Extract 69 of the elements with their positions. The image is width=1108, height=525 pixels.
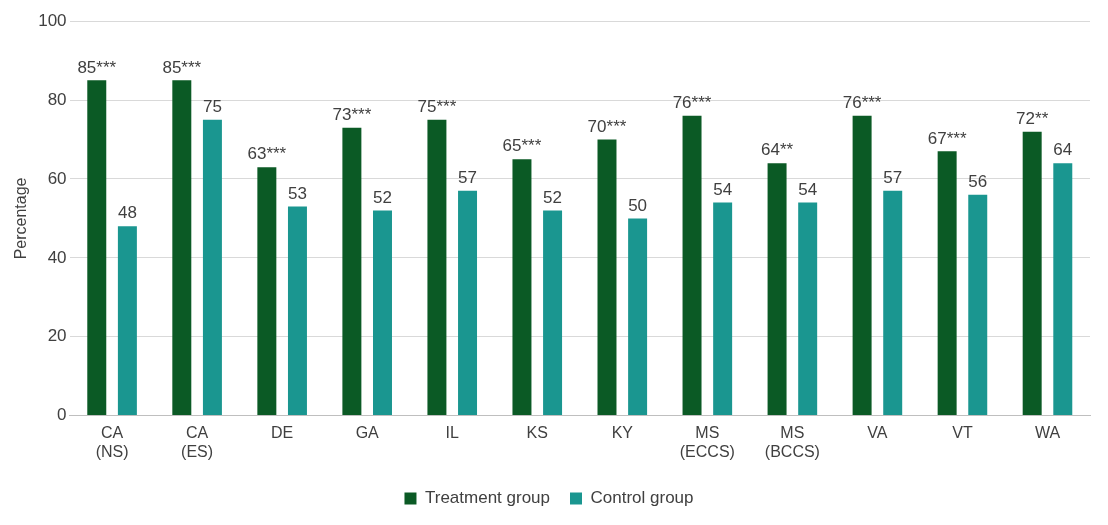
data-label: 64 bbox=[1053, 140, 1073, 160]
y-tick-label: 0 bbox=[57, 405, 67, 425]
data-label: 67*** bbox=[927, 128, 967, 148]
bar bbox=[597, 139, 617, 416]
data-label: 75*** bbox=[417, 96, 457, 116]
bar bbox=[427, 119, 447, 416]
x-tick-label: WA bbox=[1034, 423, 1061, 441]
bar bbox=[202, 119, 222, 416]
x-tick-label: GA bbox=[355, 423, 380, 441]
bar bbox=[628, 218, 648, 416]
data-label: 54 bbox=[713, 179, 733, 199]
data-label: 63*** bbox=[247, 144, 287, 164]
x-tick-label: MS (BCCS) bbox=[764, 423, 820, 460]
bar bbox=[798, 202, 818, 416]
bar bbox=[1053, 163, 1073, 416]
bar bbox=[257, 167, 277, 416]
bar bbox=[852, 115, 872, 416]
x-tick-label: DE bbox=[271, 423, 294, 441]
bar bbox=[767, 163, 787, 416]
data-label: 73*** bbox=[332, 104, 372, 124]
data-label: 70*** bbox=[587, 116, 627, 136]
data-label: 57 bbox=[458, 167, 477, 187]
data-label: 56 bbox=[968, 171, 988, 191]
bar bbox=[543, 210, 563, 416]
bar bbox=[937, 151, 957, 416]
bar bbox=[458, 190, 478, 416]
y-tick-label: 80 bbox=[47, 89, 67, 109]
bar bbox=[512, 159, 532, 416]
data-label: 65*** bbox=[502, 136, 542, 156]
x-tick-label: VT bbox=[952, 423, 973, 441]
bar bbox=[713, 202, 733, 416]
y-tick-label: 40 bbox=[47, 247, 67, 267]
data-label: 53 bbox=[288, 183, 307, 203]
data-label: 52 bbox=[373, 187, 392, 207]
bar bbox=[883, 190, 903, 416]
data-label: 64** bbox=[761, 140, 794, 160]
x-tick-label: KY bbox=[611, 423, 634, 441]
bar bbox=[373, 210, 392, 416]
bar bbox=[682, 115, 702, 416]
bar bbox=[968, 194, 988, 416]
x-tick-label: MS (ECCS) bbox=[679, 423, 735, 460]
x-tick-label: CA (NS) bbox=[95, 423, 129, 460]
bar bbox=[172, 80, 192, 416]
y-axis-title: Percentage bbox=[12, 177, 30, 260]
data-label: 72** bbox=[1016, 108, 1049, 128]
bar bbox=[87, 80, 107, 416]
data-label: 76*** bbox=[672, 93, 712, 113]
data-label: 52 bbox=[543, 187, 563, 207]
x-tick-label: VA bbox=[867, 423, 888, 441]
y-tick-label: 60 bbox=[47, 168, 67, 188]
legend-label: Control group bbox=[590, 488, 694, 508]
bar bbox=[342, 127, 362, 416]
data-label: 57 bbox=[883, 167, 903, 187]
bar bbox=[287, 206, 307, 416]
bar bbox=[117, 226, 137, 416]
data-label: 50 bbox=[628, 195, 648, 215]
data-label: 85*** bbox=[77, 57, 117, 77]
data-label: 85*** bbox=[162, 57, 202, 77]
data-label: 54 bbox=[798, 179, 818, 199]
data-label: 75 bbox=[202, 96, 222, 116]
bar bbox=[1022, 131, 1042, 416]
y-tick-label: 100 bbox=[38, 10, 67, 30]
data-label: 76*** bbox=[842, 93, 882, 113]
legend-label: Treatment group bbox=[424, 488, 551, 508]
x-tick-label: IL bbox=[445, 423, 459, 441]
x-tick-label: CA (ES) bbox=[181, 423, 214, 460]
y-tick-label: 20 bbox=[47, 326, 67, 346]
data-label: 48 bbox=[117, 203, 137, 223]
x-tick-label: KS bbox=[526, 423, 548, 441]
